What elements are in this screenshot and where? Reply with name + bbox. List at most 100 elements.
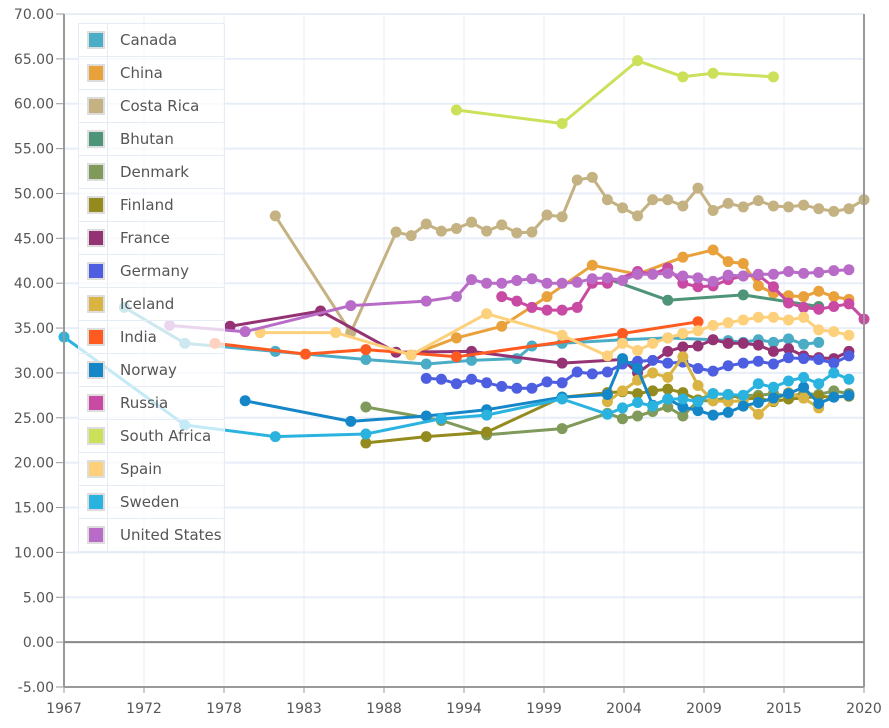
data-point[interactable]: [692, 396, 704, 408]
data-point[interactable]: [707, 409, 719, 421]
data-point[interactable]: [541, 209, 553, 221]
data-point[interactable]: [752, 378, 764, 390]
data-point[interactable]: [843, 329, 855, 341]
data-point[interactable]: [692, 362, 704, 374]
data-point[interactable]: [526, 273, 538, 285]
data-point[interactable]: [496, 320, 508, 332]
data-point[interactable]: [435, 373, 447, 385]
data-point[interactable]: [677, 410, 689, 422]
data-point[interactable]: [511, 227, 523, 239]
data-point[interactable]: [616, 275, 628, 287]
data-point[interactable]: [239, 326, 251, 338]
data-point[interactable]: [556, 211, 568, 223]
data-point[interactable]: [677, 200, 689, 212]
data-point[interactable]: [737, 289, 749, 301]
data-point[interactable]: [707, 67, 719, 79]
data-point[interactable]: [828, 391, 840, 403]
data-point[interactable]: [783, 297, 795, 309]
data-point[interactable]: [813, 266, 825, 278]
data-point[interactable]: [783, 343, 795, 355]
data-point[interactable]: [813, 324, 825, 336]
data-point[interactable]: [662, 383, 674, 395]
data-point[interactable]: [677, 341, 689, 353]
data-point[interactable]: [239, 395, 251, 407]
data-point[interactable]: [511, 382, 523, 394]
data-point[interactable]: [466, 274, 478, 286]
data-point[interactable]: [722, 388, 734, 400]
data-point[interactable]: [269, 431, 281, 443]
data-point[interactable]: [843, 298, 855, 310]
data-point[interactable]: [450, 104, 462, 116]
data-point[interactable]: [616, 202, 628, 214]
data-point[interactable]: [722, 197, 734, 209]
data-point[interactable]: [586, 259, 598, 271]
data-point[interactable]: [813, 303, 825, 315]
data-point[interactable]: [466, 373, 478, 385]
data-point[interactable]: [752, 397, 764, 409]
data-point[interactable]: [677, 327, 689, 339]
data-point[interactable]: [737, 201, 749, 213]
data-point[interactable]: [737, 257, 749, 269]
data-point[interactable]: [677, 270, 689, 282]
data-point[interactable]: [556, 117, 568, 129]
data-point[interactable]: [692, 405, 704, 417]
data-point[interactable]: [783, 201, 795, 213]
data-point[interactable]: [813, 336, 825, 348]
data-point[interactable]: [556, 277, 568, 289]
data-point[interactable]: [813, 285, 825, 297]
data-point[interactable]: [481, 377, 493, 389]
data-point[interactable]: [828, 205, 840, 217]
data-point[interactable]: [511, 295, 523, 307]
data-point[interactable]: [798, 199, 810, 211]
legend-item[interactable]: Bhutan: [79, 123, 224, 156]
data-point[interactable]: [556, 357, 568, 369]
legend-item[interactable]: Russia: [79, 387, 224, 420]
data-point[interactable]: [556, 329, 568, 341]
data-point[interactable]: [481, 308, 493, 320]
data-point[interactable]: [481, 225, 493, 237]
data-point[interactable]: [450, 351, 462, 363]
data-point[interactable]: [360, 428, 372, 440]
data-point[interactable]: [828, 367, 840, 379]
data-point[interactable]: [662, 332, 674, 344]
data-point[interactable]: [601, 194, 613, 206]
legend-item[interactable]: South Africa: [79, 420, 224, 453]
data-point[interactable]: [722, 317, 734, 329]
data-point[interactable]: [798, 338, 810, 350]
data-point[interactable]: [420, 218, 432, 230]
data-point[interactable]: [586, 171, 598, 183]
data-point[interactable]: [632, 55, 644, 67]
data-point[interactable]: [813, 203, 825, 215]
data-point[interactable]: [752, 280, 764, 292]
data-point[interactable]: [828, 326, 840, 338]
data-point[interactable]: [360, 353, 372, 365]
data-point[interactable]: [662, 401, 674, 413]
data-point[interactable]: [662, 345, 674, 357]
data-point[interactable]: [798, 291, 810, 303]
data-point[interactable]: [752, 195, 764, 207]
data-point[interactable]: [752, 355, 764, 367]
data-point[interactable]: [526, 301, 538, 313]
data-point[interactable]: [752, 268, 764, 280]
legend-item[interactable]: China: [79, 57, 224, 90]
data-point[interactable]: [767, 200, 779, 212]
data-point[interactable]: [798, 392, 810, 404]
data-point[interactable]: [767, 336, 779, 348]
data-point[interactable]: [752, 311, 764, 323]
data-point[interactable]: [707, 205, 719, 217]
data-point[interactable]: [767, 345, 779, 357]
data-point[interactable]: [662, 371, 674, 383]
legend-item[interactable]: France: [79, 222, 224, 255]
data-point[interactable]: [783, 388, 795, 400]
data-point[interactable]: [828, 265, 840, 277]
legend-item[interactable]: India: [79, 321, 224, 354]
data-point[interactable]: [556, 304, 568, 316]
data-point[interactable]: [300, 348, 312, 360]
data-point[interactable]: [813, 353, 825, 365]
data-point[interactable]: [737, 314, 749, 326]
data-point[interactable]: [481, 277, 493, 289]
data-point[interactable]: [632, 345, 644, 356]
legend-item[interactable]: Iceland: [79, 288, 224, 321]
data-point[interactable]: [405, 230, 417, 242]
data-point[interactable]: [843, 203, 855, 215]
